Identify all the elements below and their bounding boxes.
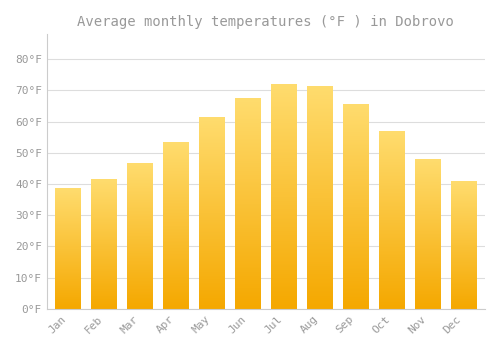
Title: Average monthly temperatures (°F ) in Dobrovo: Average monthly temperatures (°F ) in Do… (78, 15, 454, 29)
